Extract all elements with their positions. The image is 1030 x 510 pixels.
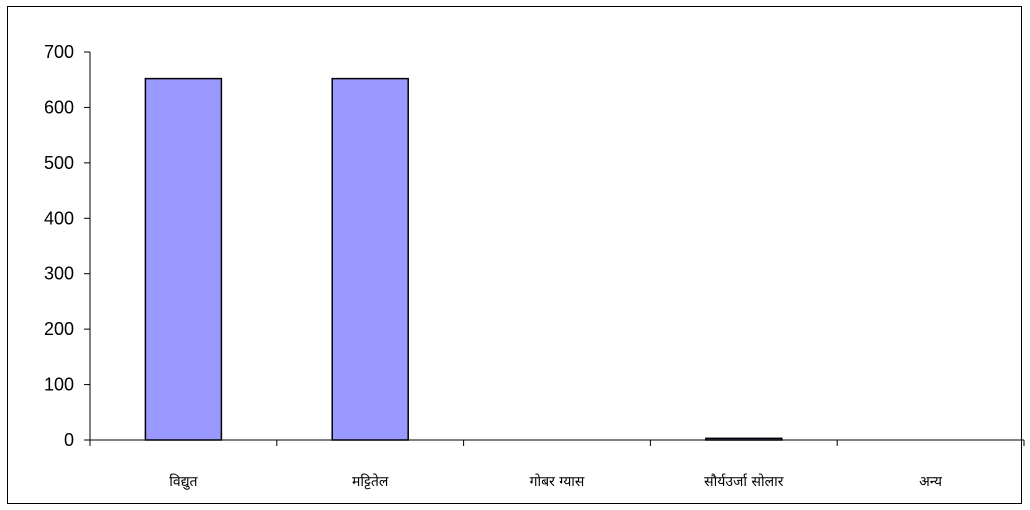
y-axis: 0 100 200 300 400 500 600 700 xyxy=(44,42,91,450)
y-tick-label: 0 xyxy=(64,430,74,450)
x-tick-label: सौर्यउर्जा सोलार xyxy=(704,473,784,490)
bars xyxy=(144,77,783,441)
y-tick-label: 500 xyxy=(44,153,74,173)
y-tick-label: 400 xyxy=(44,208,74,228)
bar xyxy=(705,437,783,441)
y-tick-label: 100 xyxy=(44,375,74,395)
x-axis: विद्युत मट्टितेल गोबर ग्यास सौर्यउर्जा सोला… xyxy=(89,439,1025,490)
x-tick-label: विद्युत xyxy=(169,473,198,490)
bar xyxy=(331,77,409,441)
x-tick-label: गोबर ग्यास xyxy=(530,473,585,490)
bar xyxy=(144,77,223,441)
y-tick-label: 200 xyxy=(44,319,74,339)
x-tick-label: मट्टितेल xyxy=(352,473,389,490)
y-tick-label: 600 xyxy=(44,97,74,117)
y-tick-label: 300 xyxy=(44,264,74,284)
y-tick-label: 700 xyxy=(44,42,74,62)
x-tick-label: अन्य xyxy=(919,474,943,490)
